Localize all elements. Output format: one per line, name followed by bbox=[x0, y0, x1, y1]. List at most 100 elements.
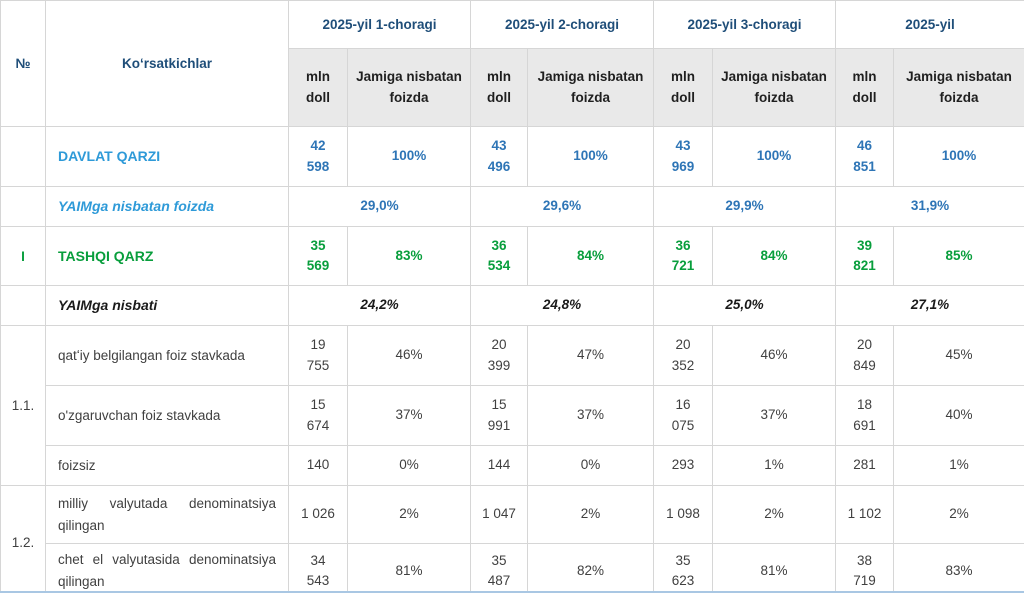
row-number-cell bbox=[0, 186, 46, 227]
row-yaim-nisbatan-foizda: YAIMga nisbatan foizda 29,0% 29,6% 29,9%… bbox=[0, 186, 1024, 227]
row-label: TASHQI QARZ bbox=[45, 226, 289, 286]
value-cell: 2% bbox=[892, 485, 1024, 544]
period-header-q1: 2025-yil 1-choragi bbox=[288, 0, 471, 49]
value-cell: 37% bbox=[347, 385, 471, 446]
row-label: milliy valyutada denominatsiya qilingan bbox=[45, 485, 289, 544]
subheader-share-q3: Jamiga nisbatan foizda bbox=[712, 48, 836, 127]
row-tashqi-qarz: I TASHQI QARZ 35 569 83% 36 534 84% 36 7… bbox=[0, 226, 1024, 286]
value-cell: 83% bbox=[347, 226, 471, 286]
value-cell: 29,6% bbox=[470, 186, 654, 227]
period-header-q3: 2025-yil 3-choragi bbox=[653, 0, 836, 49]
subheader-share-q2: Jamiga nisbatan foizda bbox=[527, 48, 654, 127]
row-chet-el-valyuta: chet el valyutasida denominatsiya qiling… bbox=[1, 543, 1024, 593]
row-label: YAIMga nisbatan foizda bbox=[45, 186, 289, 227]
value-cell: 38 719 bbox=[835, 543, 894, 593]
value-cell: 29,9% bbox=[653, 186, 836, 227]
value-cell: 1 102 bbox=[835, 485, 894, 544]
period-header-row: № Koʻrsatkichlar 2025-yil 1-choragi 2025… bbox=[0, 0, 1024, 127]
row-label: YAIMga nisbati bbox=[45, 285, 289, 326]
value-cell: 42 598 bbox=[288, 126, 348, 187]
value-cell: 36 534 bbox=[470, 226, 528, 286]
value-cell: 81% bbox=[347, 543, 471, 593]
value-cell: 16 075 bbox=[653, 385, 713, 446]
period-header-year: 2025-yil bbox=[834, 0, 1024, 49]
value-cell: 24,8% bbox=[470, 285, 654, 326]
row-foizsiz: foizsiz 140 0% 144 0% 293 1% 281 1% bbox=[1, 445, 1024, 486]
period-header-q2: 2025-yil 2-choragi bbox=[470, 0, 654, 49]
value-cell: 37% bbox=[527, 385, 654, 446]
subheader-mln-doll-q1: mln doll bbox=[288, 48, 348, 127]
value-cell: 1% bbox=[712, 445, 836, 486]
row-label: chet el valyutasida denominatsiya qiling… bbox=[45, 543, 289, 593]
value-cell: 100% bbox=[892, 126, 1024, 187]
row-number-cell bbox=[0, 126, 46, 187]
subheader-share-q1: Jamiga nisbatan foizda bbox=[347, 48, 471, 127]
value-cell: 81% bbox=[712, 543, 836, 593]
value-cell: 40% bbox=[892, 385, 1024, 446]
value-cell: 293 bbox=[653, 445, 713, 486]
row-label: DAVLAT QARZI bbox=[45, 126, 289, 187]
row-ozgaruvchan-foiz: o'zgaruvchan foiz stavkada 15 674 37% 15… bbox=[1, 385, 1024, 446]
value-cell: 1% bbox=[892, 445, 1024, 486]
value-cell: 100% bbox=[347, 126, 471, 187]
value-cell: 46 851 bbox=[835, 126, 894, 187]
group-number-cell-1-2: 1.2. bbox=[0, 485, 46, 593]
value-cell: 47% bbox=[527, 325, 654, 386]
group-number-cell-1-1: 1.1. bbox=[0, 325, 46, 486]
value-cell: 45% bbox=[892, 325, 1024, 386]
row-number-cell: I bbox=[0, 226, 46, 286]
value-cell: 281 bbox=[835, 445, 894, 486]
value-cell: 1 098 bbox=[653, 485, 713, 544]
value-cell: 29,0% bbox=[288, 186, 471, 227]
value-cell: 19 755 bbox=[288, 325, 348, 386]
subheader-mln-doll-q3: mln doll bbox=[653, 48, 713, 127]
value-cell: 39 821 bbox=[835, 226, 894, 286]
value-cell: 37% bbox=[712, 385, 836, 446]
value-cell: 1 047 bbox=[470, 485, 528, 544]
value-cell: 2% bbox=[712, 485, 836, 544]
row-label: foizsiz bbox=[45, 445, 289, 486]
value-cell: 27,1% bbox=[834, 285, 1024, 326]
value-cell: 35 487 bbox=[470, 543, 528, 593]
value-cell: 144 bbox=[470, 445, 528, 486]
value-cell: 20 849 bbox=[835, 325, 894, 386]
value-cell: 84% bbox=[712, 226, 836, 286]
value-cell: 100% bbox=[527, 126, 654, 187]
value-cell: 31,9% bbox=[834, 186, 1024, 227]
value-cell: 82% bbox=[527, 543, 654, 593]
value-cell: 18 691 bbox=[835, 385, 894, 446]
value-cell: 2% bbox=[347, 485, 471, 544]
table-header: № Koʻrsatkichlar 2025-yil 1-choragi 2025… bbox=[0, 0, 1024, 127]
subheader-mln-doll-year: mln doll bbox=[835, 48, 894, 127]
row-milliy-valyuta: 1.2. milliy valyutada denominatsiya qili… bbox=[0, 485, 1024, 593]
value-cell: 46% bbox=[712, 325, 836, 386]
value-cell: 100% bbox=[712, 126, 836, 187]
column-header-no: № bbox=[0, 0, 46, 127]
value-cell: 25,0% bbox=[653, 285, 836, 326]
column-header-indicators: Koʻrsatkichlar bbox=[45, 0, 289, 127]
value-cell: 46% bbox=[347, 325, 471, 386]
row-qatiy-foiz: 1.1. qatʻiy belgilangan foiz stavkada 19… bbox=[0, 325, 1024, 486]
value-cell: 2% bbox=[527, 485, 654, 544]
value-cell: 35 623 bbox=[653, 543, 713, 593]
value-cell: 83% bbox=[892, 543, 1024, 593]
value-cell: 34 543 bbox=[288, 543, 348, 593]
value-cell: 43 969 bbox=[653, 126, 713, 187]
subheader-mln-doll-q2: mln doll bbox=[470, 48, 528, 127]
value-cell: 1 026 bbox=[288, 485, 348, 544]
value-cell: 84% bbox=[527, 226, 654, 286]
value-cell: 0% bbox=[347, 445, 471, 486]
value-cell: 20 352 bbox=[653, 325, 713, 386]
row-label: o'zgaruvchan foiz stavkada bbox=[45, 385, 289, 446]
value-cell: 0% bbox=[527, 445, 654, 486]
value-cell: 24,2% bbox=[288, 285, 471, 326]
row-label: qatʻiy belgilangan foiz stavkada bbox=[45, 325, 289, 386]
value-cell: 140 bbox=[288, 445, 348, 486]
value-cell: 85% bbox=[892, 226, 1024, 286]
value-cell: 43 496 bbox=[470, 126, 528, 187]
value-cell: 20 399 bbox=[470, 325, 528, 386]
value-cell: 15 991 bbox=[470, 385, 528, 446]
value-cell: 36 721 bbox=[653, 226, 713, 286]
row-yaim-nisbati: YAIMga nisbati 24,2% 24,8% 25,0% 27,1% bbox=[0, 285, 1024, 326]
